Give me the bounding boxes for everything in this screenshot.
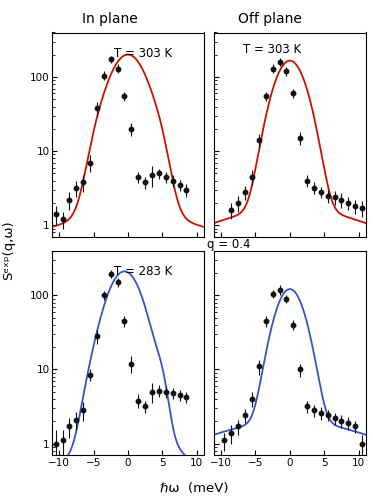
Text: ℏω  (meV): ℏω (meV) [160,482,228,495]
Text: T = 283 K: T = 283 K [114,266,172,278]
Text: T = 303 K: T = 303 K [114,47,172,60]
Text: In plane: In plane [82,12,138,26]
Text: T = 303 K: T = 303 K [242,43,301,56]
Text: Sᵉˣᵖ(q,ω): Sᵉˣᵖ(q,ω) [2,220,15,280]
Text: Off plane: Off plane [238,12,303,26]
Text: q = 0.4: q = 0.4 [207,238,250,252]
